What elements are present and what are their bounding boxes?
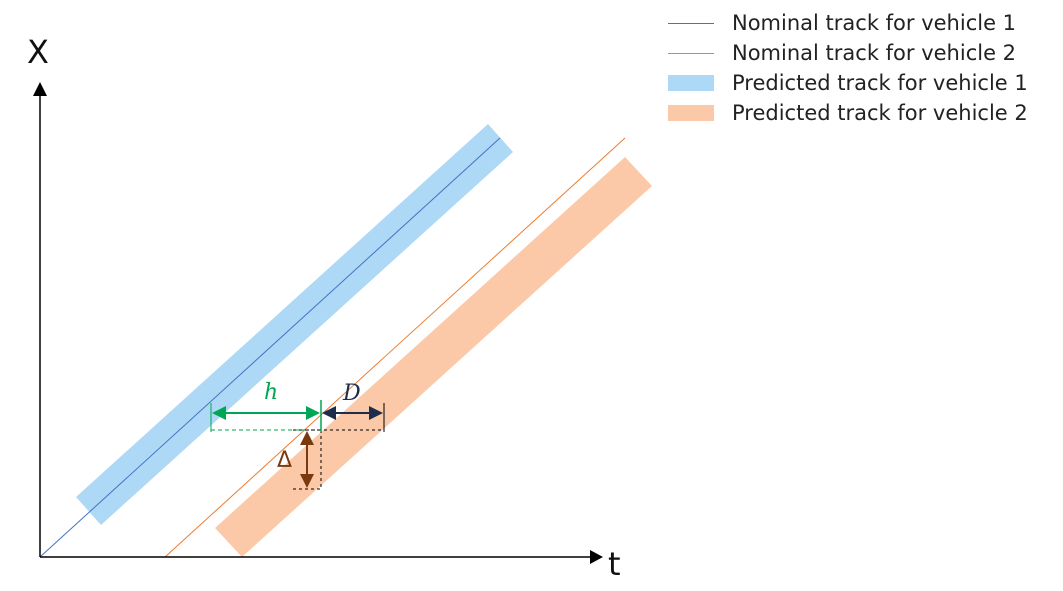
legend-swatch-nominal-vehicle-2 — [668, 52, 714, 54]
legend-label-predicted-vehicle-2: Predicted track for vehicle 2 — [732, 101, 1028, 125]
legend-item-nominal-vehicle-2: Nominal track for vehicle 2 — [668, 38, 1028, 68]
legend-item-nominal-vehicle-1: Nominal track for vehicle 1 — [668, 8, 1028, 38]
y-axis-arrow — [33, 82, 47, 96]
legend-swatch-predicted-vehicle-1 — [668, 75, 714, 91]
legend-label-nominal-vehicle-2: Nominal track for vehicle 2 — [732, 41, 1017, 65]
h-arrow-left-head — [212, 406, 226, 420]
legend-swatch-nominal-vehicle-1 — [668, 22, 714, 24]
delta-arrow-top-head — [300, 431, 314, 445]
x-axis-arrow — [590, 550, 603, 564]
legend: Nominal track for vehicle 1 Nominal trac… — [668, 8, 1028, 128]
legend-swatch-predicted-vehicle-2 — [668, 105, 714, 121]
legend-item-predicted-vehicle-2: Predicted track for vehicle 2 — [668, 98, 1028, 128]
y-axis-label: X — [27, 33, 49, 71]
x-axis-label: t — [608, 545, 621, 583]
delta-arrow-bottom-head — [300, 474, 314, 488]
legend-item-predicted-vehicle-1: Predicted track for vehicle 1 — [668, 68, 1028, 98]
legend-label-nominal-vehicle-1: Nominal track for vehicle 1 — [732, 11, 1017, 35]
d-arrow-left-head — [322, 406, 336, 420]
d-label: D — [342, 381, 361, 406]
nominal-track-vehicle-1-line — [39, 137, 501, 558]
nominal-track-vehicle-2-line — [164, 137, 626, 558]
legend-label-predicted-vehicle-1: Predicted track for vehicle 1 — [732, 71, 1028, 95]
h-arrow-right-head — [306, 406, 320, 420]
h-label: h — [264, 380, 278, 405]
predicted-track-vehicle-2-band — [215, 157, 652, 557]
d-arrow-right-head — [369, 406, 383, 420]
delta-label: Δ — [277, 448, 292, 473]
